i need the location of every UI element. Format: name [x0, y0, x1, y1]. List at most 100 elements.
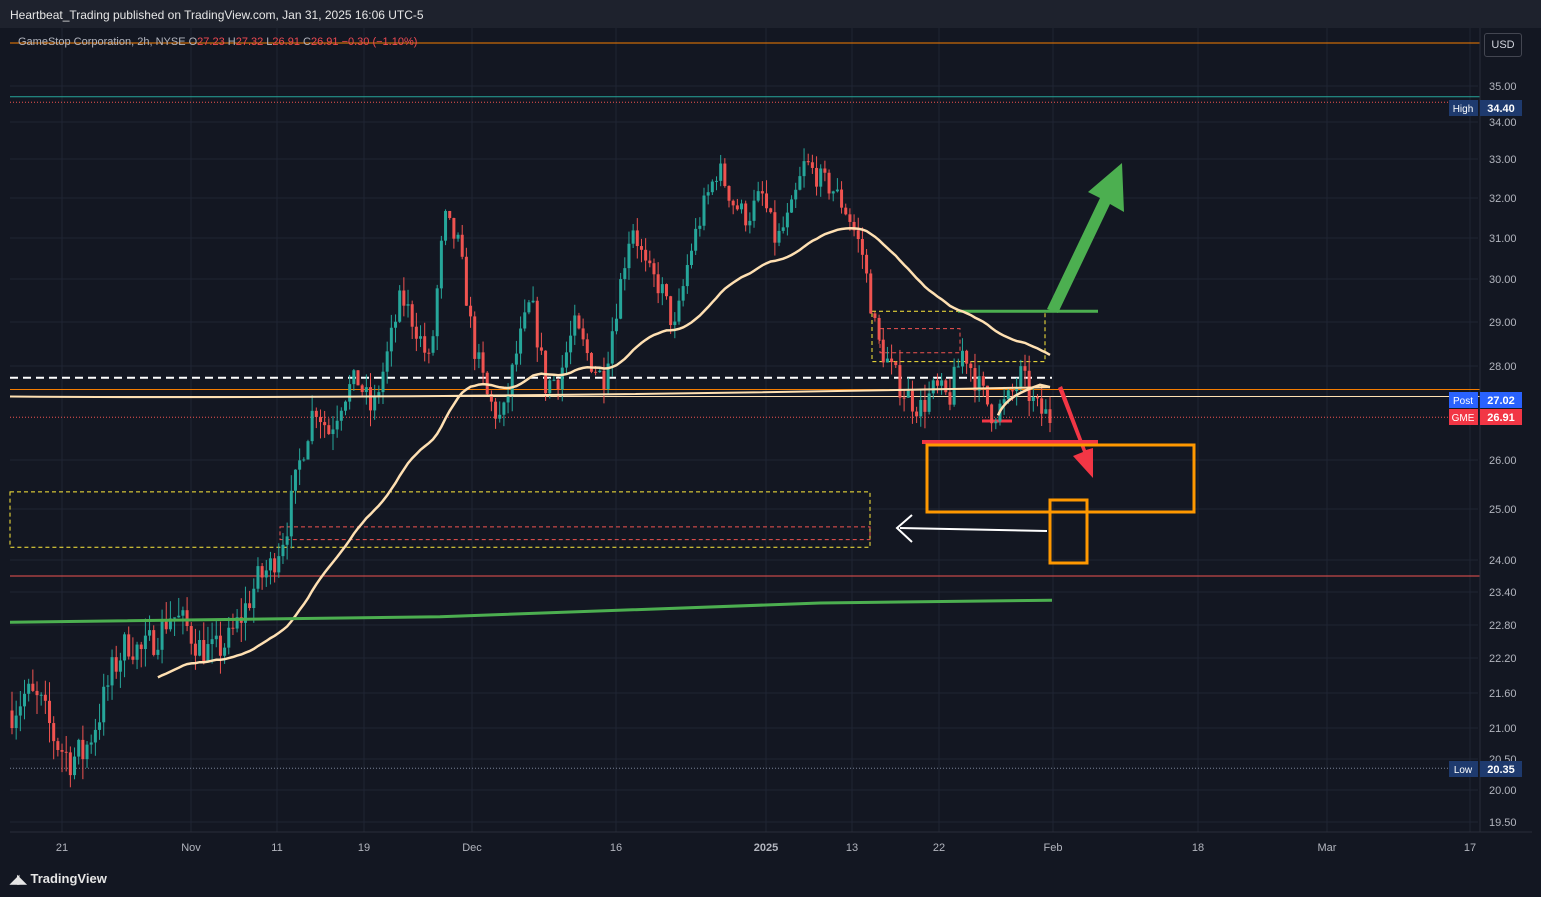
publisher-line: Heartbeat_Trading published on TradingVi… [10, 8, 424, 22]
brand-text: TradingView [30, 871, 107, 886]
candle-body [494, 401, 498, 419]
candle-body [910, 390, 914, 412]
candle-body [635, 230, 639, 247]
x-tick-label: 16 [610, 842, 622, 854]
candle-body [31, 683, 35, 691]
candle-body [181, 610, 185, 616]
vwap-line [157, 227, 1051, 679]
candle-body [931, 380, 935, 394]
candle-body [810, 162, 814, 168]
candle-body [93, 729, 97, 743]
candle-body [794, 189, 798, 200]
candle-body [1002, 399, 1006, 404]
candle-body [544, 350, 548, 394]
candle-body [760, 191, 764, 194]
candle-body [435, 288, 439, 337]
candle-body [439, 240, 443, 289]
candle-body [89, 742, 93, 745]
close-value: 26.91 [310, 36, 339, 48]
arrow-down-icon [1058, 386, 1093, 478]
candle-body [193, 643, 197, 656]
candle-body [1040, 398, 1044, 414]
candle-body [502, 402, 506, 415]
candle-body [919, 400, 923, 417]
candle-body [23, 693, 27, 707]
symbol-name: GameStop Corporation, 2h, NYSE [18, 36, 186, 48]
price-tag-value: 20.35 [1487, 764, 1515, 776]
candle-body [414, 326, 418, 339]
price-tag-label-bg [1449, 100, 1478, 116]
candle-body [335, 420, 339, 430]
candle-body [740, 203, 744, 210]
candle-body [815, 167, 819, 187]
candle-body [198, 640, 202, 656]
candle-body [1027, 370, 1031, 402]
candle-body [773, 212, 777, 243]
candle-body [735, 205, 739, 210]
y-tick-label: 35.00 [1489, 81, 1517, 93]
candle-body [231, 627, 235, 629]
candle-body [302, 459, 306, 461]
y-tick-label: 26.00 [1489, 455, 1517, 467]
candle-body [952, 366, 956, 405]
candle-body [1015, 386, 1019, 392]
candle-body [210, 639, 214, 645]
candle-body [894, 362, 898, 366]
candle-body [689, 250, 693, 266]
candle-body [869, 273, 873, 314]
currency-button[interactable]: USD [1484, 33, 1522, 57]
candle-body [519, 328, 523, 354]
candle-body [98, 722, 102, 730]
candle-body [327, 425, 331, 435]
candle-body [202, 640, 206, 662]
price-axis-panel [1480, 28, 1532, 832]
candle-body [865, 254, 869, 274]
grid [10, 28, 1478, 832]
target-box-small [1048, 498, 1089, 565]
candle-body [631, 230, 635, 244]
candle-body [456, 234, 460, 239]
candle-body [898, 365, 902, 398]
x-tick-label: 17 [1464, 842, 1476, 854]
price-axis: 35.00 34.00 33.00 32.00 31.00 30.00 29.00 28.00… [1479, 28, 1532, 832]
publisher-bar: Heartbeat_Trading published on TradingVi… [0, 0, 1541, 28]
candle-body [56, 741, 60, 751]
candle-body [840, 189, 844, 208]
high-label: H [227, 36, 236, 48]
candle-body [948, 392, 952, 405]
candle-body [35, 690, 39, 696]
candle-body [118, 660, 122, 672]
candle-body [85, 744, 89, 760]
candle-body [577, 315, 581, 329]
candle-body [410, 304, 414, 327]
x-tick-label: Mar [1318, 842, 1337, 854]
left-arrow-shaft [899, 527, 1048, 532]
candle-body [273, 558, 277, 573]
open-value: 27.23 [197, 36, 225, 48]
candle-body [1019, 366, 1023, 387]
candle-body [394, 321, 398, 328]
candle-body [831, 191, 835, 194]
candle-body [727, 186, 731, 201]
candle-body [1023, 366, 1027, 371]
candle-body [218, 635, 222, 656]
candle-body [890, 358, 894, 363]
candle-body [60, 750, 64, 752]
candle-body [227, 627, 231, 648]
candle-body [1010, 390, 1014, 392]
chart-frame[interactable] [8, 28, 1532, 862]
candle-body [756, 191, 760, 201]
candle-body [877, 317, 881, 340]
candle-body [64, 751, 68, 753]
price-tag-value-bg [1480, 392, 1522, 408]
overlays [9, 227, 1053, 679]
range-box [879, 328, 961, 354]
candle-body [852, 221, 856, 231]
candle-body [235, 617, 239, 629]
candle-body [669, 296, 673, 326]
candle-body [289, 490, 293, 537]
high-value: 27.32 [235, 36, 264, 48]
candle-body [423, 336, 427, 353]
tradingview-logo-icon: ◢◣ [10, 871, 27, 886]
